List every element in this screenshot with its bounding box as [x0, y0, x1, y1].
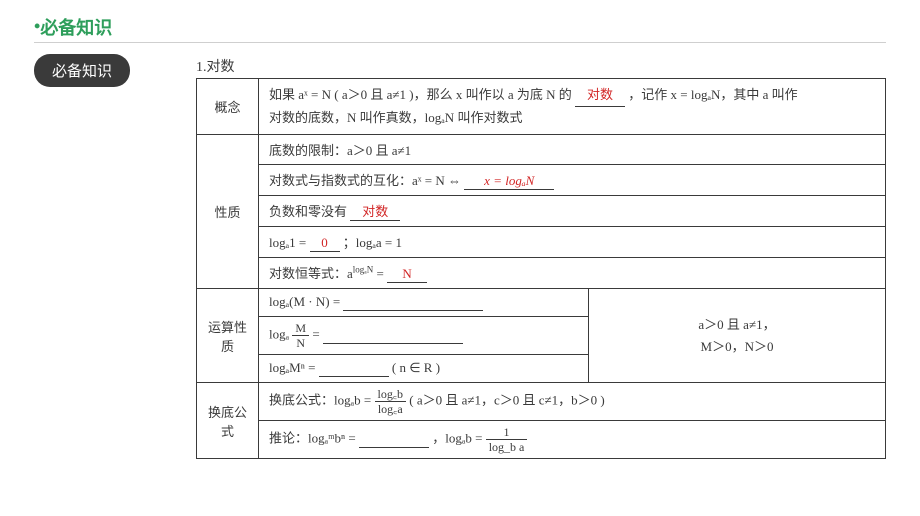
prop5-blank: N [387, 266, 427, 283]
op-r2-frac: M N [292, 322, 309, 349]
concept-cell: 如果 aˣ = N ( a＞0 且 a≠1 )，那么 x 叫作以 a 为底 N … [259, 79, 886, 135]
op-r1: logₐ(M · N) = [259, 289, 589, 317]
row-label-cb: 换底公式 [197, 383, 259, 459]
concept-blank-1: 对数 [575, 84, 625, 107]
row-label-concept: 概念 [197, 79, 259, 135]
table-row: logₐ1 = 0 ；logₐa = 1 [197, 227, 886, 258]
prop3-pre: 负数和零没有 [269, 204, 347, 219]
concept-ans-1: 对数 [587, 87, 613, 102]
prop5-ans: N [402, 266, 411, 281]
cb-l2-num: 1 [486, 426, 528, 440]
cb-l2-frac: 1 log_b a [486, 426, 528, 453]
op-r2-num: M [292, 322, 309, 336]
op-r2-blank [323, 327, 463, 344]
op-r2-pre: logₐ [269, 327, 289, 342]
table-row: 对数恒等式：alogₐN = N [197, 258, 886, 289]
cb-cell: 换底公式：logₐb = log꜀b log꜀a ( a＞0 且 a≠1，c＞0… [259, 383, 886, 459]
prop4-b: ；logₐa = 1 [343, 235, 402, 250]
prop-5: 对数恒等式：alogₐN = N [259, 258, 886, 289]
op-r3-pre: logₐMⁿ = [269, 360, 315, 375]
prop4-blank: 0 [310, 235, 340, 252]
table-row: 换底公式 换底公式：logₐb = log꜀b log꜀a ( a＞0 且 a≠… [197, 383, 886, 459]
prop-2: 对数式与指数式的互化：aˣ = N ⇔ x = logₐN [259, 165, 886, 196]
section-pill: 必备知识 [34, 54, 130, 87]
cb-l1-frac: log꜀b log꜀a [375, 388, 407, 415]
concept-text-3: 对数的底数，N 叫作真数，logₐN 叫作对数式 [269, 110, 522, 125]
table-row: 运算性质 logₐ(M · N) = a＞0 且 a≠1， M＞0，N＞0 [197, 289, 886, 317]
cb-l1-pre: 换底公式：logₐb = [269, 393, 371, 408]
prop2-pre: 对数式与指数式的互化：aˣ = N ⇔ [269, 173, 461, 188]
prop2-ans: x = logₐN [484, 173, 534, 188]
knowledge-table: 概念 如果 aˣ = N ( a＞0 且 a≠1 )，那么 x 叫作以 a 为底… [196, 78, 886, 459]
cb-l1-post: ( a＞0 且 a≠1，c＞0 且 c≠1，b＞0 ) [409, 393, 605, 408]
section-name: 对数 [207, 60, 235, 75]
op-r3-post: ( n ∈ R ) [392, 360, 440, 375]
cb-l2-pre: 推论：logₐᵐbⁿ = [269, 431, 356, 446]
prop5-sup: logₐN [353, 265, 373, 275]
page-header: •必备知识 [34, 14, 112, 40]
cb-l2-den: log_b a [486, 440, 528, 453]
prop2-blank: x = logₐN [464, 173, 554, 190]
header-title: 必备知识 [40, 18, 112, 38]
prop-3: 负数和零没有 对数 [259, 196, 886, 227]
op-cond: a＞0 且 a≠1， M＞0，N＞0 [589, 289, 886, 383]
concept-text-2: ，记作 x = logₐN，其中 a 叫作 [628, 87, 797, 102]
cb-l2-blank [359, 431, 429, 448]
op-r2-den: N [292, 336, 309, 349]
header-rule [34, 42, 886, 43]
op-r1-blank [343, 294, 483, 311]
prop3-ans: 对数 [362, 204, 388, 219]
section-title: 1.对数 [196, 56, 235, 76]
prop4-a: logₐ1 = [269, 235, 306, 250]
op-cond-l1: a＞0 且 a≠1， [698, 317, 775, 332]
cb-l2-mid: ，logₐb = [432, 431, 482, 446]
op-r2-post: = [312, 327, 319, 342]
prop-1: 底数的限制：a＞0 且 a≠1 [259, 135, 886, 165]
table-row: 概念 如果 aˣ = N ( a＞0 且 a≠1 )，那么 x 叫作以 a 为底… [197, 79, 886, 135]
op-r3: logₐMⁿ = ( n ∈ R ) [259, 355, 589, 383]
op-r1-pre: logₐ(M · N) = [269, 294, 340, 309]
prop5-pre: 对数恒等式：a [269, 266, 353, 281]
section-index: 1. [196, 60, 207, 75]
prop5-eq: = [377, 266, 384, 281]
op-r2: logₐ M N = [259, 317, 589, 355]
table-row: 对数式与指数式的互化：aˣ = N ⇔ x = logₐN [197, 165, 886, 196]
table-row: 负数和零没有 对数 [197, 196, 886, 227]
cb-l1-den: log꜀a [375, 402, 407, 415]
op-cond-l2: M＞0，N＞0 [701, 339, 774, 354]
op-r3-blank [319, 360, 389, 377]
table-row: 性质 底数的限制：a＞0 且 a≠1 [197, 135, 886, 165]
prop4-a-ans: 0 [321, 235, 328, 250]
cb-l1-num: log꜀b [375, 388, 407, 402]
prop-4: logₐ1 = 0 ；logₐa = 1 [259, 227, 886, 258]
prop3-blank: 对数 [350, 201, 400, 221]
row-label-op: 运算性质 [197, 289, 259, 383]
row-label-properties: 性质 [197, 135, 259, 289]
concept-text-1: 如果 aˣ = N ( a＞0 且 a≠1 )，那么 x 叫作以 a 为底 N … [269, 87, 572, 102]
